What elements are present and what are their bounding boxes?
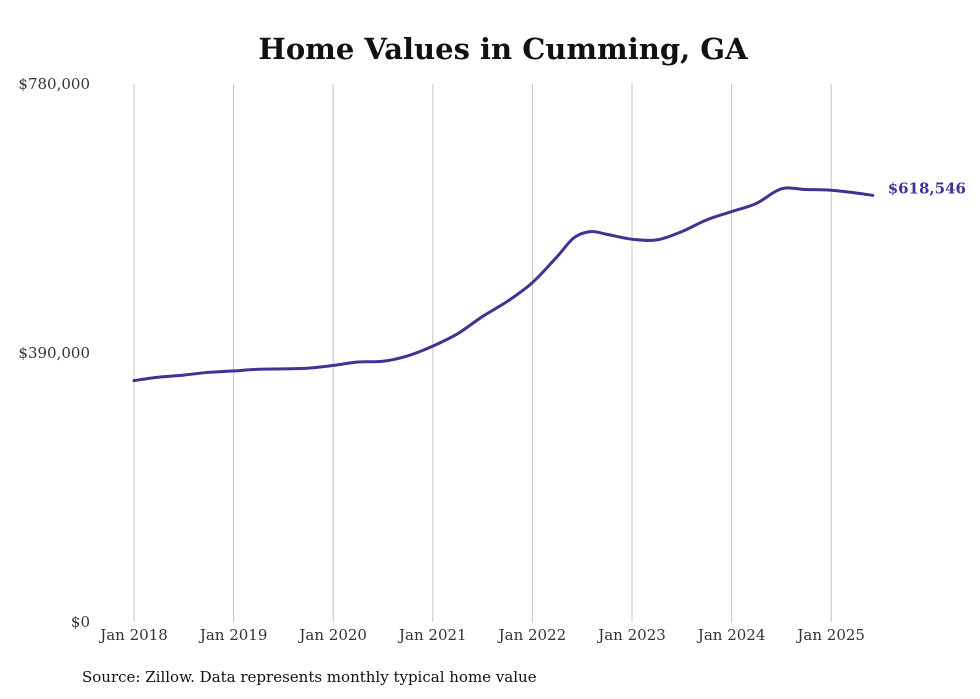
x-tick-label: Jan 2025 — [795, 626, 865, 644]
series-layer: $618,546 — [132, 179, 966, 383]
x-tick-label: Jan 2018 — [98, 626, 168, 644]
y-tick-label: $390,000 — [18, 344, 90, 362]
x-tick-label: Jan 2020 — [297, 626, 367, 644]
gridlines — [133, 84, 832, 622]
y-tick-label: $780,000 — [18, 75, 90, 93]
series-end-value-label: $618,546 — [888, 179, 966, 197]
x-tick-label: Jan 2022 — [497, 626, 567, 644]
x-tick-label: Jan 2019 — [198, 626, 268, 644]
x-tick-label: Jan 2021 — [397, 626, 467, 644]
series-line — [132, 186, 875, 383]
y-tick-label: $0 — [71, 613, 90, 631]
x-axis-ticks: Jan 2018 Jan 2019 Jan 2020 Jan 2021 Jan 2022… — [98, 626, 865, 644]
chart-title: Home Values in Cumming, GA — [258, 32, 748, 66]
y-axis-ticks: $0 $390,000 $780,000 — [18, 75, 90, 631]
x-tick-label: Jan 2023 — [596, 626, 666, 644]
x-tick-label: Jan 2024 — [696, 626, 766, 644]
source-note: Source: Zillow. Data represents monthly … — [82, 668, 537, 686]
